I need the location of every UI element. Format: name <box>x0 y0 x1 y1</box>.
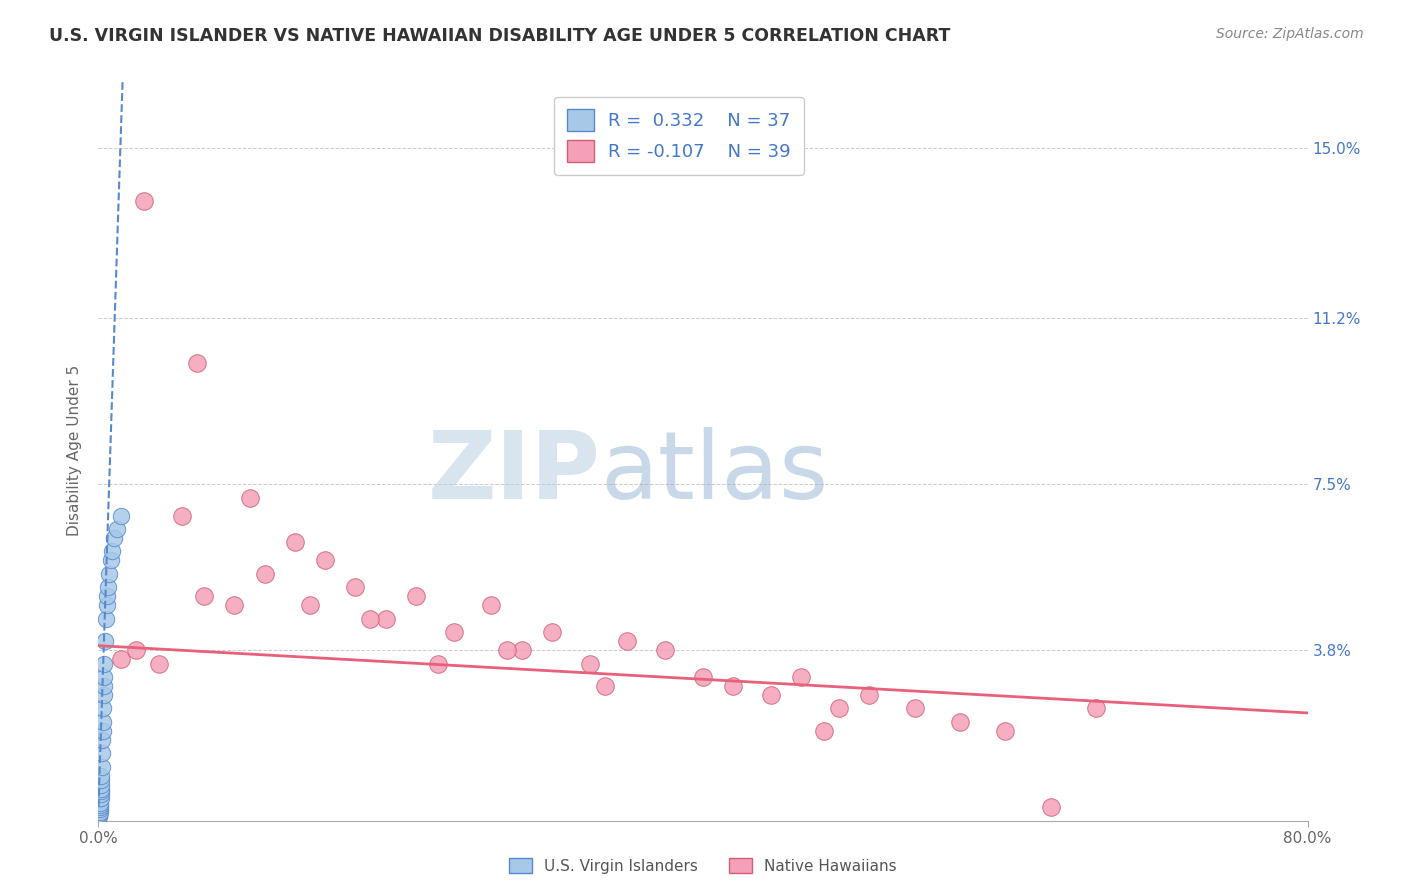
Point <box>90 791 112 805</box>
Point <box>103 531 125 545</box>
Point <box>654 643 676 657</box>
Point <box>93 679 115 693</box>
Point <box>91 701 114 715</box>
Point <box>284 535 307 549</box>
Point <box>1085 701 1108 715</box>
Point <box>98 566 121 581</box>
Point <box>132 194 155 209</box>
Point <box>495 643 517 657</box>
Point <box>101 544 124 558</box>
Point <box>90 784 112 798</box>
Point <box>224 599 246 613</box>
Point <box>89 802 111 816</box>
Point <box>427 657 450 671</box>
Point <box>96 599 118 613</box>
Point <box>89 805 111 819</box>
Point <box>91 732 114 747</box>
Point <box>481 599 503 613</box>
Point <box>360 612 382 626</box>
Point <box>443 625 465 640</box>
Point <box>813 723 835 738</box>
Point <box>90 782 112 797</box>
Point <box>616 634 638 648</box>
Point <box>344 580 367 594</box>
Point <box>90 760 112 774</box>
Point <box>89 797 111 812</box>
Legend: U.S. Virgin Islanders, Native Hawaiians: U.S. Virgin Islanders, Native Hawaiians <box>503 852 903 880</box>
Point <box>110 508 132 523</box>
Point <box>949 714 972 729</box>
Point <box>593 679 616 693</box>
Point <box>89 796 111 810</box>
Point <box>858 688 880 702</box>
Point <box>97 580 120 594</box>
Point <box>759 688 782 702</box>
Point <box>93 688 115 702</box>
Point <box>828 701 851 715</box>
Point <box>90 773 112 788</box>
Point <box>790 670 813 684</box>
Text: Source: ZipAtlas.com: Source: ZipAtlas.com <box>1216 27 1364 41</box>
Point <box>692 670 714 684</box>
Point <box>91 723 114 738</box>
Point <box>90 778 112 792</box>
Point <box>93 657 115 671</box>
Text: atlas: atlas <box>600 426 828 518</box>
Point <box>90 769 112 783</box>
Point <box>510 643 533 657</box>
Point <box>93 670 115 684</box>
Point <box>90 787 112 801</box>
Point <box>105 522 128 536</box>
Point <box>314 553 336 567</box>
Point <box>904 701 927 715</box>
Point <box>89 809 111 823</box>
Point <box>94 634 117 648</box>
Point <box>239 491 262 505</box>
Point <box>193 589 215 603</box>
Point <box>994 723 1017 738</box>
Point <box>170 508 193 523</box>
Point <box>89 809 111 823</box>
Point <box>723 679 745 693</box>
Point <box>91 747 114 761</box>
Point <box>110 652 132 666</box>
Point <box>540 625 562 640</box>
Point <box>96 589 118 603</box>
Legend: R =  0.332    N = 37, R = -0.107    N = 39: R = 0.332 N = 37, R = -0.107 N = 39 <box>554 96 804 175</box>
Point <box>89 791 111 805</box>
Point <box>89 800 111 814</box>
Point <box>89 806 111 821</box>
Point <box>186 356 208 370</box>
Text: ZIP: ZIP <box>427 426 600 518</box>
Point <box>125 643 148 657</box>
Point <box>94 612 117 626</box>
Point <box>148 657 170 671</box>
Point <box>578 657 600 671</box>
Point <box>253 566 276 581</box>
Point <box>100 553 122 567</box>
Text: U.S. VIRGIN ISLANDER VS NATIVE HAWAIIAN DISABILITY AGE UNDER 5 CORRELATION CHART: U.S. VIRGIN ISLANDER VS NATIVE HAWAIIAN … <box>49 27 950 45</box>
Point <box>299 599 322 613</box>
Point <box>1039 800 1062 814</box>
Point <box>374 612 396 626</box>
Y-axis label: Disability Age Under 5: Disability Age Under 5 <box>67 365 83 536</box>
Point <box>91 714 114 729</box>
Point <box>405 589 427 603</box>
